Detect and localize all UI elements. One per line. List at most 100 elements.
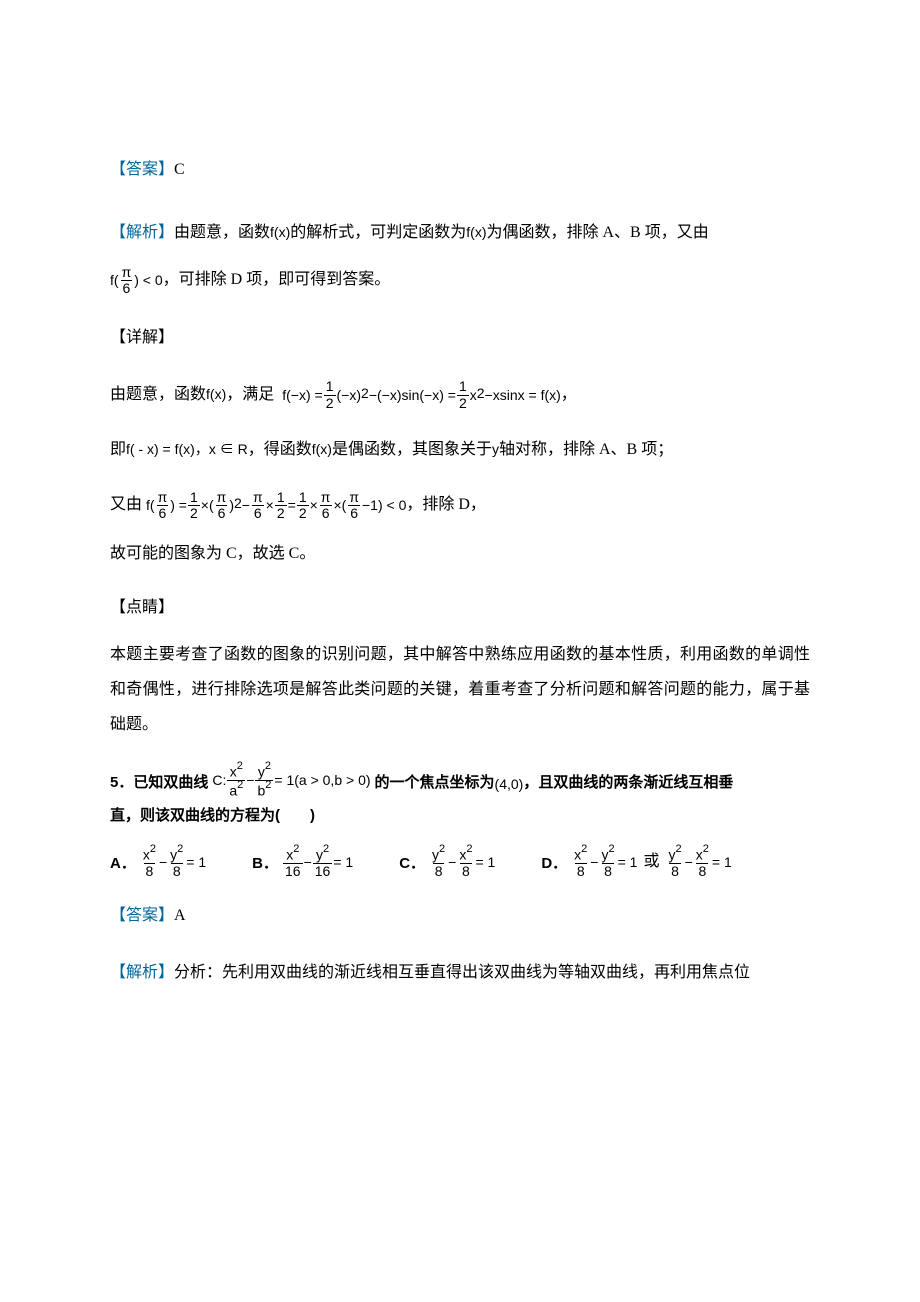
fr6n: 1	[297, 490, 309, 505]
a-xl: x	[143, 847, 150, 863]
q5-c: ，且双曲线的两条渐近线互相垂	[523, 766, 733, 799]
answer-value: C	[174, 161, 185, 178]
c-yn: y2	[430, 845, 447, 863]
fr7n: π	[319, 490, 333, 505]
pi-den: 6	[121, 280, 133, 296]
option-a: A． x28 − y28 = 1	[110, 845, 206, 879]
frac-pi6: π 6	[120, 265, 134, 297]
dianjing-label-t: 【点睛】	[110, 599, 174, 616]
c-m: −	[448, 847, 456, 878]
fr4d: 6	[252, 505, 264, 521]
fr6d: 2	[297, 505, 309, 521]
d1-yd: 8	[602, 863, 614, 879]
q5-d: 直，则该双曲线的方程为( )	[110, 799, 810, 832]
comma-1: ，	[561, 386, 577, 403]
d1-m: −	[590, 847, 598, 878]
optC-label: C．	[399, 847, 425, 880]
fr2n: 1	[188, 490, 200, 505]
fpi6-long: f( π6 ) = 12 × ( π6 )2 − π6 × 12 = 12 × …	[146, 490, 406, 522]
xl2y: y	[492, 441, 499, 457]
c-yd: 8	[433, 863, 445, 879]
optC-eq: y28 − x28 = 1	[429, 845, 495, 879]
fr1n: π	[156, 490, 170, 505]
fr1d: 6	[157, 505, 169, 521]
jiexi2-block: 【解析】分析：先利用双曲线的渐近线相互垂直得出该双曲线为等轴双曲线，再利用焦点位	[110, 955, 810, 990]
b-e: = 1	[333, 847, 353, 878]
fr3: π6	[215, 490, 229, 522]
eq-p4: −xsinx = f(x)	[485, 380, 561, 411]
xiangjie-label-t: 【详解】	[110, 329, 174, 346]
m-f: f(	[146, 490, 155, 521]
d2-xs: 2	[703, 843, 709, 855]
optA-eq: x28 − y28 = 1	[140, 845, 206, 879]
c-xd: 8	[460, 863, 472, 879]
y2n: y2	[256, 762, 273, 780]
focus: (4,0)	[495, 769, 524, 800]
m-t3: ×	[310, 490, 318, 521]
xl2b: ，得函数	[248, 441, 312, 458]
a-m: −	[159, 847, 167, 878]
eq-p3: x	[470, 380, 477, 411]
fr5d: 2	[275, 505, 287, 521]
xiangjie-line1: 由题意，函数f(x)，满足 f(−x) = 1 2 (−x)2 −(−x)sin…	[110, 377, 810, 412]
b-xn: x2	[284, 845, 301, 863]
m-op1: (	[209, 490, 214, 521]
half-n1: 1	[324, 379, 336, 394]
b-x: x216	[283, 845, 303, 879]
a-xs: 2	[150, 843, 156, 855]
xl2d: 轴对称，排除 A、B 项；	[499, 441, 673, 458]
jiexi-label: 【解析】	[110, 224, 174, 241]
dianjing-p: 本题主要考查了函数的图象的识别问题，其中解答中熟练应用函数的基本性质，利用函数的…	[110, 637, 810, 743]
hyp-minus: −	[246, 765, 254, 796]
optB-eq: x216 − y216 = 1	[282, 845, 353, 879]
a-yd: 8	[171, 863, 183, 879]
d1-xd: 8	[575, 863, 587, 879]
jiexi2-label: 【解析】	[110, 964, 174, 981]
jiexi-t1a: 由题意，函数	[174, 224, 270, 241]
x2n: x2	[228, 762, 245, 780]
optD-eq1: x28 − y28 = 1	[571, 845, 637, 879]
fr6: 12	[297, 490, 309, 522]
option-d: D． x28 − y28 = 1 或 y28 − x28 = 1	[541, 844, 731, 879]
frac-half-1: 1 2	[324, 379, 336, 411]
answer2-block: 【答案】A	[110, 898, 810, 933]
hyp-c: C:	[212, 765, 226, 796]
eq-p1: (−x)	[337, 380, 362, 411]
fr8d: 6	[348, 505, 360, 521]
d2-yn: y2	[666, 845, 683, 863]
optD-label: D．	[541, 847, 567, 880]
fr7: π6	[319, 490, 333, 522]
f-pi6-lt0: f( π 6 ) < 0	[110, 265, 163, 297]
a-ys: 2	[177, 843, 183, 855]
half-d2: 2	[457, 395, 469, 411]
a-yn: y2	[168, 845, 185, 863]
jiexi-t1c: 为偶函数，排除 A、B 项，又由	[486, 224, 708, 241]
b-yn: y2	[314, 845, 331, 863]
d2-y: y28	[666, 845, 683, 879]
xiangjie-label: 【详解】	[110, 320, 810, 355]
b-xs: 2	[293, 843, 299, 855]
d2-e: = 1	[712, 847, 732, 878]
xl2-eq: f( - x) = f(x)，x ∈ R	[126, 441, 248, 457]
y2s: 2	[265, 760, 271, 772]
xl2c: 是偶函数，其图象关于	[332, 441, 492, 458]
xl1a: 由题意，函数	[110, 386, 206, 403]
fr7d: 6	[320, 505, 332, 521]
option-c: C． y28 − x28 = 1	[399, 845, 495, 879]
hyp-eq1: = 1(a > 0,b > 0)	[274, 765, 370, 796]
optA-label: A．	[110, 847, 136, 880]
xl3a: 又由	[110, 496, 142, 513]
dianjing-label: 【点睛】	[110, 590, 810, 625]
c-xn: x2	[457, 845, 474, 863]
fr1: π6	[156, 490, 170, 522]
m-eq1: =	[288, 490, 296, 521]
d2-ys: 2	[675, 843, 681, 855]
xiangjie-line3: 又由 f( π6 ) = 12 × ( π6 )2 − π6 × 12 = 12…	[110, 487, 810, 522]
b2s: 2	[265, 779, 271, 791]
q5-num: 5．	[110, 766, 133, 799]
jiexi2-t: 分析：先利用双曲线的渐近线相互垂直得出该双曲线为等轴双曲线，再利用焦点位	[174, 964, 750, 981]
xl3tail: ，排除 D，	[406, 496, 486, 513]
c-ys: 2	[439, 843, 445, 855]
a-y: y28	[168, 845, 185, 879]
fp-l: f(	[110, 265, 119, 296]
